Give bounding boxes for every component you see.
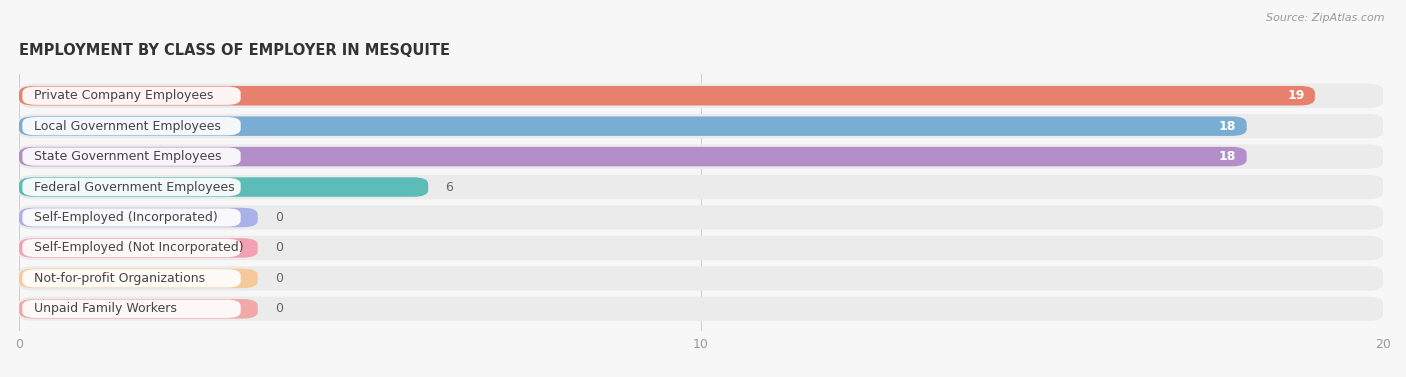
FancyBboxPatch shape — [22, 208, 240, 227]
FancyBboxPatch shape — [20, 175, 1384, 199]
Text: EMPLOYMENT BY CLASS OF EMPLOYER IN MESQUITE: EMPLOYMENT BY CLASS OF EMPLOYER IN MESQU… — [20, 43, 450, 58]
FancyBboxPatch shape — [22, 178, 240, 196]
FancyBboxPatch shape — [20, 208, 257, 227]
FancyBboxPatch shape — [22, 87, 240, 105]
Text: 0: 0 — [274, 272, 283, 285]
Text: Self-Employed (Incorporated): Self-Employed (Incorporated) — [34, 211, 218, 224]
FancyBboxPatch shape — [20, 144, 1384, 169]
FancyBboxPatch shape — [20, 114, 1384, 138]
Text: 0: 0 — [274, 211, 283, 224]
Text: 0: 0 — [274, 241, 283, 254]
FancyBboxPatch shape — [20, 299, 257, 319]
FancyBboxPatch shape — [20, 297, 1384, 321]
FancyBboxPatch shape — [20, 205, 1384, 230]
FancyBboxPatch shape — [20, 238, 257, 258]
Text: Not-for-profit Organizations: Not-for-profit Organizations — [34, 272, 205, 285]
FancyBboxPatch shape — [22, 239, 240, 257]
FancyBboxPatch shape — [20, 236, 1384, 260]
FancyBboxPatch shape — [22, 147, 240, 166]
FancyBboxPatch shape — [22, 117, 240, 135]
FancyBboxPatch shape — [20, 266, 1384, 291]
Text: Unpaid Family Workers: Unpaid Family Workers — [34, 302, 177, 315]
Text: Source: ZipAtlas.com: Source: ZipAtlas.com — [1267, 13, 1385, 23]
FancyBboxPatch shape — [20, 116, 1247, 136]
FancyBboxPatch shape — [22, 300, 240, 318]
FancyBboxPatch shape — [20, 84, 1384, 108]
Text: Local Government Employees: Local Government Employees — [34, 120, 221, 133]
Text: 18: 18 — [1219, 120, 1236, 133]
FancyBboxPatch shape — [20, 86, 1315, 106]
FancyBboxPatch shape — [20, 147, 1247, 166]
Text: 18: 18 — [1219, 150, 1236, 163]
Text: 6: 6 — [446, 181, 453, 193]
Text: Self-Employed (Not Incorporated): Self-Employed (Not Incorporated) — [34, 241, 243, 254]
Text: State Government Employees: State Government Employees — [34, 150, 222, 163]
Text: Federal Government Employees: Federal Government Employees — [34, 181, 235, 193]
FancyBboxPatch shape — [22, 269, 240, 288]
Text: 19: 19 — [1288, 89, 1305, 102]
Text: Private Company Employees: Private Company Employees — [34, 89, 214, 102]
FancyBboxPatch shape — [20, 177, 429, 197]
FancyBboxPatch shape — [20, 269, 257, 288]
Text: 0: 0 — [274, 302, 283, 315]
